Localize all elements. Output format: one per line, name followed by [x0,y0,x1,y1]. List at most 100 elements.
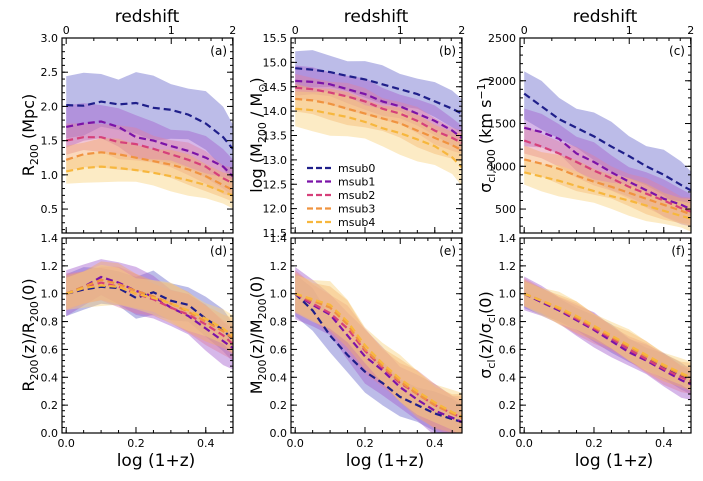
x-tick-label: 0.0 [515,437,533,450]
x-tick-label: 0.2 [356,437,374,450]
legend-label-msub3: msub3 [338,203,375,216]
line-msub0 [294,292,462,423]
panel-d: 0.0 0.2 0.4 0.6 0.8 1.0 1.2 1.4 0.0 0.2 0.4 (d) [41,232,234,450]
panel-label: (f) [671,244,685,258]
plot-area [294,267,462,433]
band-msub0 [66,72,233,182]
band-msub4 [295,275,462,433]
panel-e: 0.0 0.2 0.4 0.6 0.8 1.0 1.2 1.4 0.0 0.2 0.4 (e) [270,232,463,450]
line-msub2 [523,139,691,213]
y-tick-label: 1.0 [499,288,517,301]
band-msub4 [295,91,462,186]
y-tick-label: 15.0 [263,56,288,69]
x-tick-label: 0.2 [127,437,145,450]
line-msub1 [294,292,462,423]
y-tick-label: 0.6 [41,343,59,356]
x-tick-label: 0.0 [286,437,304,450]
y-tick-label: 0.8 [41,316,59,329]
line-msub2 [65,136,233,185]
band-msub1 [295,267,462,433]
line-msub3 [294,292,462,419]
band-msub4 [524,160,691,232]
x-tick-label: 0.4 [426,437,444,450]
y-tick-label: 1.2 [499,260,517,273]
line-msub3 [65,278,233,340]
band-msub1 [524,108,691,227]
y-tick-label: 0.0 [41,427,59,440]
panel-c: 500 1000 1500 2000 2500 0 1 2(c) [488,24,694,234]
band-msub0 [524,71,691,216]
band-msub3 [295,84,462,163]
y-tick-label: 1.0 [270,288,288,301]
plot-area [295,50,462,186]
y-tick-label: 0.8 [499,316,517,329]
line-msub1 [295,79,462,139]
panels-layer: 0.51.01.52.02.53.00 1 2(a)11.512.012.513.0… [41,24,695,450]
y-tick-label: 0.4 [270,371,288,384]
axes-frame [519,37,692,234]
y-tick-label: 1500 [488,118,516,131]
top-tick-label: 1 [626,24,633,37]
panel-a: 0.5 1.0 1.5 2.0 2.5 3.0 0 1 2(a) [41,24,236,234]
band-msub4 [66,264,233,353]
band-msub2 [295,73,462,154]
legend-label-msub4: msub4 [338,216,375,229]
panel-label: (a) [210,44,227,58]
panel-label: (c) [669,44,685,58]
top-axis-label-3: redshift [573,7,638,27]
x-axis-label-1: log (1+z) [117,451,196,471]
panel-label: (d) [210,244,227,258]
top-tick-label: 0 [292,24,299,37]
axes-frame [61,37,234,234]
panel-f: 0.0 0.2 0.4 0.6 0.8 1.0 1.2 1.4 0.0 0.2 0.4 (f) [499,232,692,450]
top-tick-label: 2 [687,24,694,37]
line-msub4 [523,171,691,220]
band-msub3 [66,138,233,202]
axes-frame [61,237,234,434]
y-tick-label: 1.2 [270,260,288,273]
band-msub2 [524,125,691,224]
line-msub4 [294,292,462,418]
line-msub4 [65,284,233,337]
band-msub0 [66,267,233,362]
line-msub3 [295,97,462,152]
panel-b: 11.5 12.0 12.5 13.0 13.5 14.0 14.5 15.0 15.5 0 1 2(… [263,24,466,240]
y-tick-label: 1.4 [270,232,288,245]
plot-area [65,72,233,209]
line-msub4 [65,165,233,197]
x-tick-label: 0.0 [57,437,75,450]
y-tick-label: 1.4 [499,232,517,245]
line-msub1 [523,292,691,386]
y-tick-label: 12.5 [263,178,288,191]
y-tick-label: 500 [495,203,516,216]
ylabel-a: R200 (Mpc) [19,94,41,176]
line-msub2 [65,281,233,345]
plot-area [65,259,233,370]
band-msub4 [66,151,233,209]
top-tick-label: 1 [168,24,175,37]
top-axis-label-1: redshift [115,7,180,27]
y-tick-label: 3.0 [41,32,59,45]
x-tick-label: 0.4 [197,437,215,450]
band-msub3 [66,261,233,354]
x-tick-label: 0.4 [655,437,673,450]
axes-frame [519,237,692,434]
panel-label: (e) [439,244,456,258]
line-msub2 [294,292,462,419]
band-msub1 [295,65,462,152]
x-tick-label: 0.2 [585,437,603,450]
x-axis-label-2: log (1+z) [346,451,425,471]
line-msub1 [65,120,233,177]
band-msub0 [295,50,462,133]
ylabel-e: M200(z)/M200(0) [247,276,269,395]
x-axis-label-3: log (1+z) [575,451,654,471]
y-tick-label: 11.5 [263,227,288,240]
y-tick-label: 1.4 [41,232,59,245]
y-tick-label: 1.2 [41,260,59,273]
band-msub2 [66,123,233,197]
ylabel-f: σcl(z)/σcl(0) [476,291,498,378]
top-tick-label: 2 [229,24,236,37]
y-tick-label: 0.5 [41,203,59,216]
plot-area [523,71,691,232]
